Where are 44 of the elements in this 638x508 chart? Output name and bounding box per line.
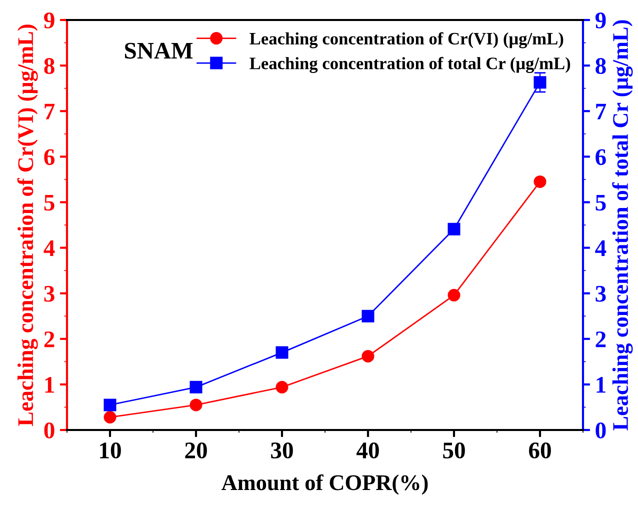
point <box>104 410 116 424</box>
y2-tick-label: 8 <box>596 58 606 74</box>
y2-tick-label: 9 <box>595 12 606 28</box>
y2-tick-label: 1 <box>596 377 606 393</box>
point <box>448 288 460 302</box>
x-tick-label: 50 <box>443 442 465 458</box>
x-tick-label: 40 <box>356 442 379 458</box>
y-axis-title: Leaching concentration of Cr(VI) (μg/mL) <box>17 24 38 426</box>
annotation: SNAM <box>125 42 193 59</box>
y-tick-label: 8 <box>44 58 54 74</box>
y2-axis-title: Leaching concentration of total Cr (μg/mL) <box>612 20 633 430</box>
point <box>276 346 288 359</box>
point <box>276 380 288 394</box>
point <box>534 175 546 188</box>
x-tick-label: 20 <box>185 442 207 458</box>
y2-tick-label: 6 <box>596 149 606 166</box>
point <box>534 76 546 89</box>
x-axis-title: Amount of COPR(%) <box>222 474 428 495</box>
legend-label: Leaching concentration of Cr(VI) (μg/mL) <box>250 32 564 48</box>
y-tick-label: 7 <box>44 104 55 120</box>
legend-label: Leaching concentration of total Cr (μg/mL) <box>250 56 570 73</box>
point <box>104 398 116 412</box>
point <box>362 310 374 322</box>
point <box>190 398 202 412</box>
y-tick-label: 6 <box>44 149 55 166</box>
y-tick-label: 4 <box>44 240 55 256</box>
point <box>190 380 202 394</box>
x-tick-label: 60 <box>529 442 551 458</box>
y-tick-label: 1 <box>45 377 54 393</box>
y-tick-label: 3 <box>44 286 54 302</box>
y-tick-label: 2 <box>44 331 54 348</box>
x-tick-label: 30 <box>271 442 293 458</box>
y2-tick-label: 2 <box>596 331 606 348</box>
y-tick-label: 9 <box>44 12 54 28</box>
y-tick-label: 5 <box>44 194 54 211</box>
y2-tick-label: 5 <box>596 194 606 211</box>
point <box>362 350 374 362</box>
point <box>448 222 460 236</box>
y-tick-label: 0 <box>44 422 54 438</box>
y2-tick-label: 3 <box>596 286 606 302</box>
y2-tick-label: 4 <box>595 240 606 256</box>
y2-tick-label: 7 <box>596 104 606 120</box>
y2-tick-label: 0 <box>596 422 606 438</box>
x-tick-label: 10 <box>100 442 121 458</box>
